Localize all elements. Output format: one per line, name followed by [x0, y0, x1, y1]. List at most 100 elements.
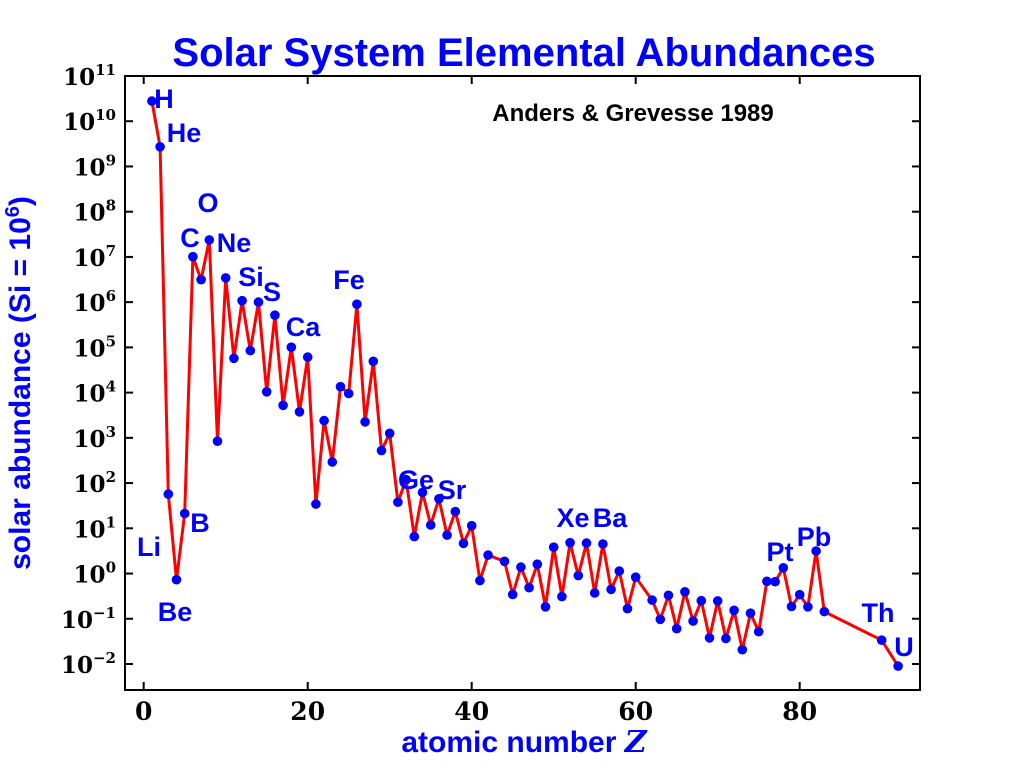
data-point-Ni [368, 356, 379, 367]
data-point-Zr [466, 520, 477, 531]
data-point-Pr [622, 603, 633, 614]
data-point-Tl [803, 602, 813, 612]
data-point-Zn [384, 428, 395, 439]
element-label-Ge: Ge [398, 465, 434, 495]
element-label-O: O [197, 188, 218, 218]
data-point-Nd [630, 572, 641, 582]
data-point-In [540, 602, 551, 612]
data-point-Au [786, 601, 797, 612]
y-tick-label: 10−1 [61, 604, 116, 634]
data-point-Rh [507, 589, 518, 600]
data-point-Cs [589, 588, 600, 598]
chart-title: Solar System Elemental Abundances [172, 31, 875, 75]
data-point-U [893, 661, 903, 671]
data-point-Tb [671, 623, 682, 634]
data-point-Al [245, 345, 256, 356]
element-label-Li: Li [137, 532, 161, 562]
data-point-B [179, 508, 190, 519]
data-point-Sc [311, 499, 321, 509]
data-point-Ne [220, 273, 231, 283]
data-point-Cr [335, 381, 346, 392]
data-point-Xe [581, 538, 592, 548]
data-point-Te [565, 537, 575, 548]
y-tick-label: 1011 [63, 61, 116, 91]
data-point-N [196, 274, 206, 285]
data-point-Ir [770, 576, 780, 587]
data-point-Ho [688, 616, 698, 626]
x-tick-label: 40 [454, 697, 489, 726]
data-point-Ga [393, 497, 403, 508]
element-label-Pt: Pt [767, 537, 794, 567]
data-point-Er [696, 595, 707, 606]
data-point-K [294, 407, 305, 417]
element-label-B: B [190, 508, 210, 538]
data-point-Ta [737, 644, 748, 655]
data-point-Nb [475, 575, 485, 586]
data-point-Pd [516, 562, 526, 572]
data-point-Ca [302, 352, 313, 362]
plot-frame [124, 75, 921, 691]
data-point-La [606, 584, 616, 595]
data-point-Gd [663, 590, 674, 601]
element-label-S: S [263, 277, 281, 307]
y-tick-label: 109 [74, 151, 116, 181]
data-point-Cd [532, 559, 543, 569]
data-point-Yb [712, 596, 723, 606]
data-point-Hf [729, 605, 739, 616]
data-point-Se [417, 487, 428, 498]
y-tick-label: 103 [74, 423, 116, 453]
y-tick-label: 107 [74, 242, 116, 272]
y-tick-label: 104 [74, 378, 116, 408]
data-point-Sb [557, 591, 567, 602]
element-label-Ne: Ne [217, 228, 252, 258]
data-point-Bi [819, 606, 830, 617]
data-point-C [188, 251, 198, 262]
data-point-Ti [319, 415, 329, 426]
data-point-Sn [548, 542, 559, 552]
data-point-S [270, 310, 280, 321]
x-axis-label: atomic number Z [401, 725, 647, 760]
data-point-Sr [450, 506, 461, 517]
data-point-Ar [286, 342, 297, 353]
data-point-Hg [794, 589, 805, 600]
data-point-Eu [655, 614, 666, 625]
y-axis-label: solar abundance (Si = 106) [2, 196, 37, 570]
data-point-Th [876, 635, 887, 645]
y-tick-label: 100 [74, 559, 116, 589]
data-point-Pb [811, 546, 821, 556]
data-point-P [261, 387, 272, 397]
element-label-Sr: Sr [438, 475, 467, 505]
data-point-Pt [778, 563, 789, 573]
data-point-Fe [352, 299, 362, 310]
data-point-Cu [376, 445, 387, 456]
data-point-Kr [434, 494, 444, 504]
element-label-Be: Be [158, 597, 193, 627]
data-point-Ba [598, 539, 608, 549]
data-point-Ag [524, 582, 534, 593]
element-label-H: H [154, 84, 174, 114]
data-point-Mo [483, 550, 493, 560]
y-tick-label: 106 [74, 287, 116, 317]
element-label-Th: Th [862, 598, 895, 628]
element-label-Pb: Pb [797, 522, 832, 552]
data-point-Os [762, 576, 772, 587]
data-point-As [409, 531, 420, 542]
data-point-Lu [721, 633, 731, 644]
data-point-Ge [401, 474, 411, 485]
data-point-Mg [237, 295, 247, 306]
data-point-Dy [680, 587, 690, 597]
x-tick-label: 80 [782, 697, 817, 726]
data-point-Si [253, 297, 264, 307]
annotation-text: Anders & Grevesse 1989 [492, 100, 774, 127]
data-point-Li [163, 489, 174, 499]
data-point-Mn [343, 388, 354, 399]
data-point-Ce [614, 566, 625, 576]
data-point-H [147, 96, 157, 106]
x-tick-label: 0 [135, 697, 152, 726]
data-point-Rb [442, 530, 452, 540]
x-tick-label: 60 [618, 697, 653, 726]
x-tick-label: 20 [290, 697, 325, 726]
